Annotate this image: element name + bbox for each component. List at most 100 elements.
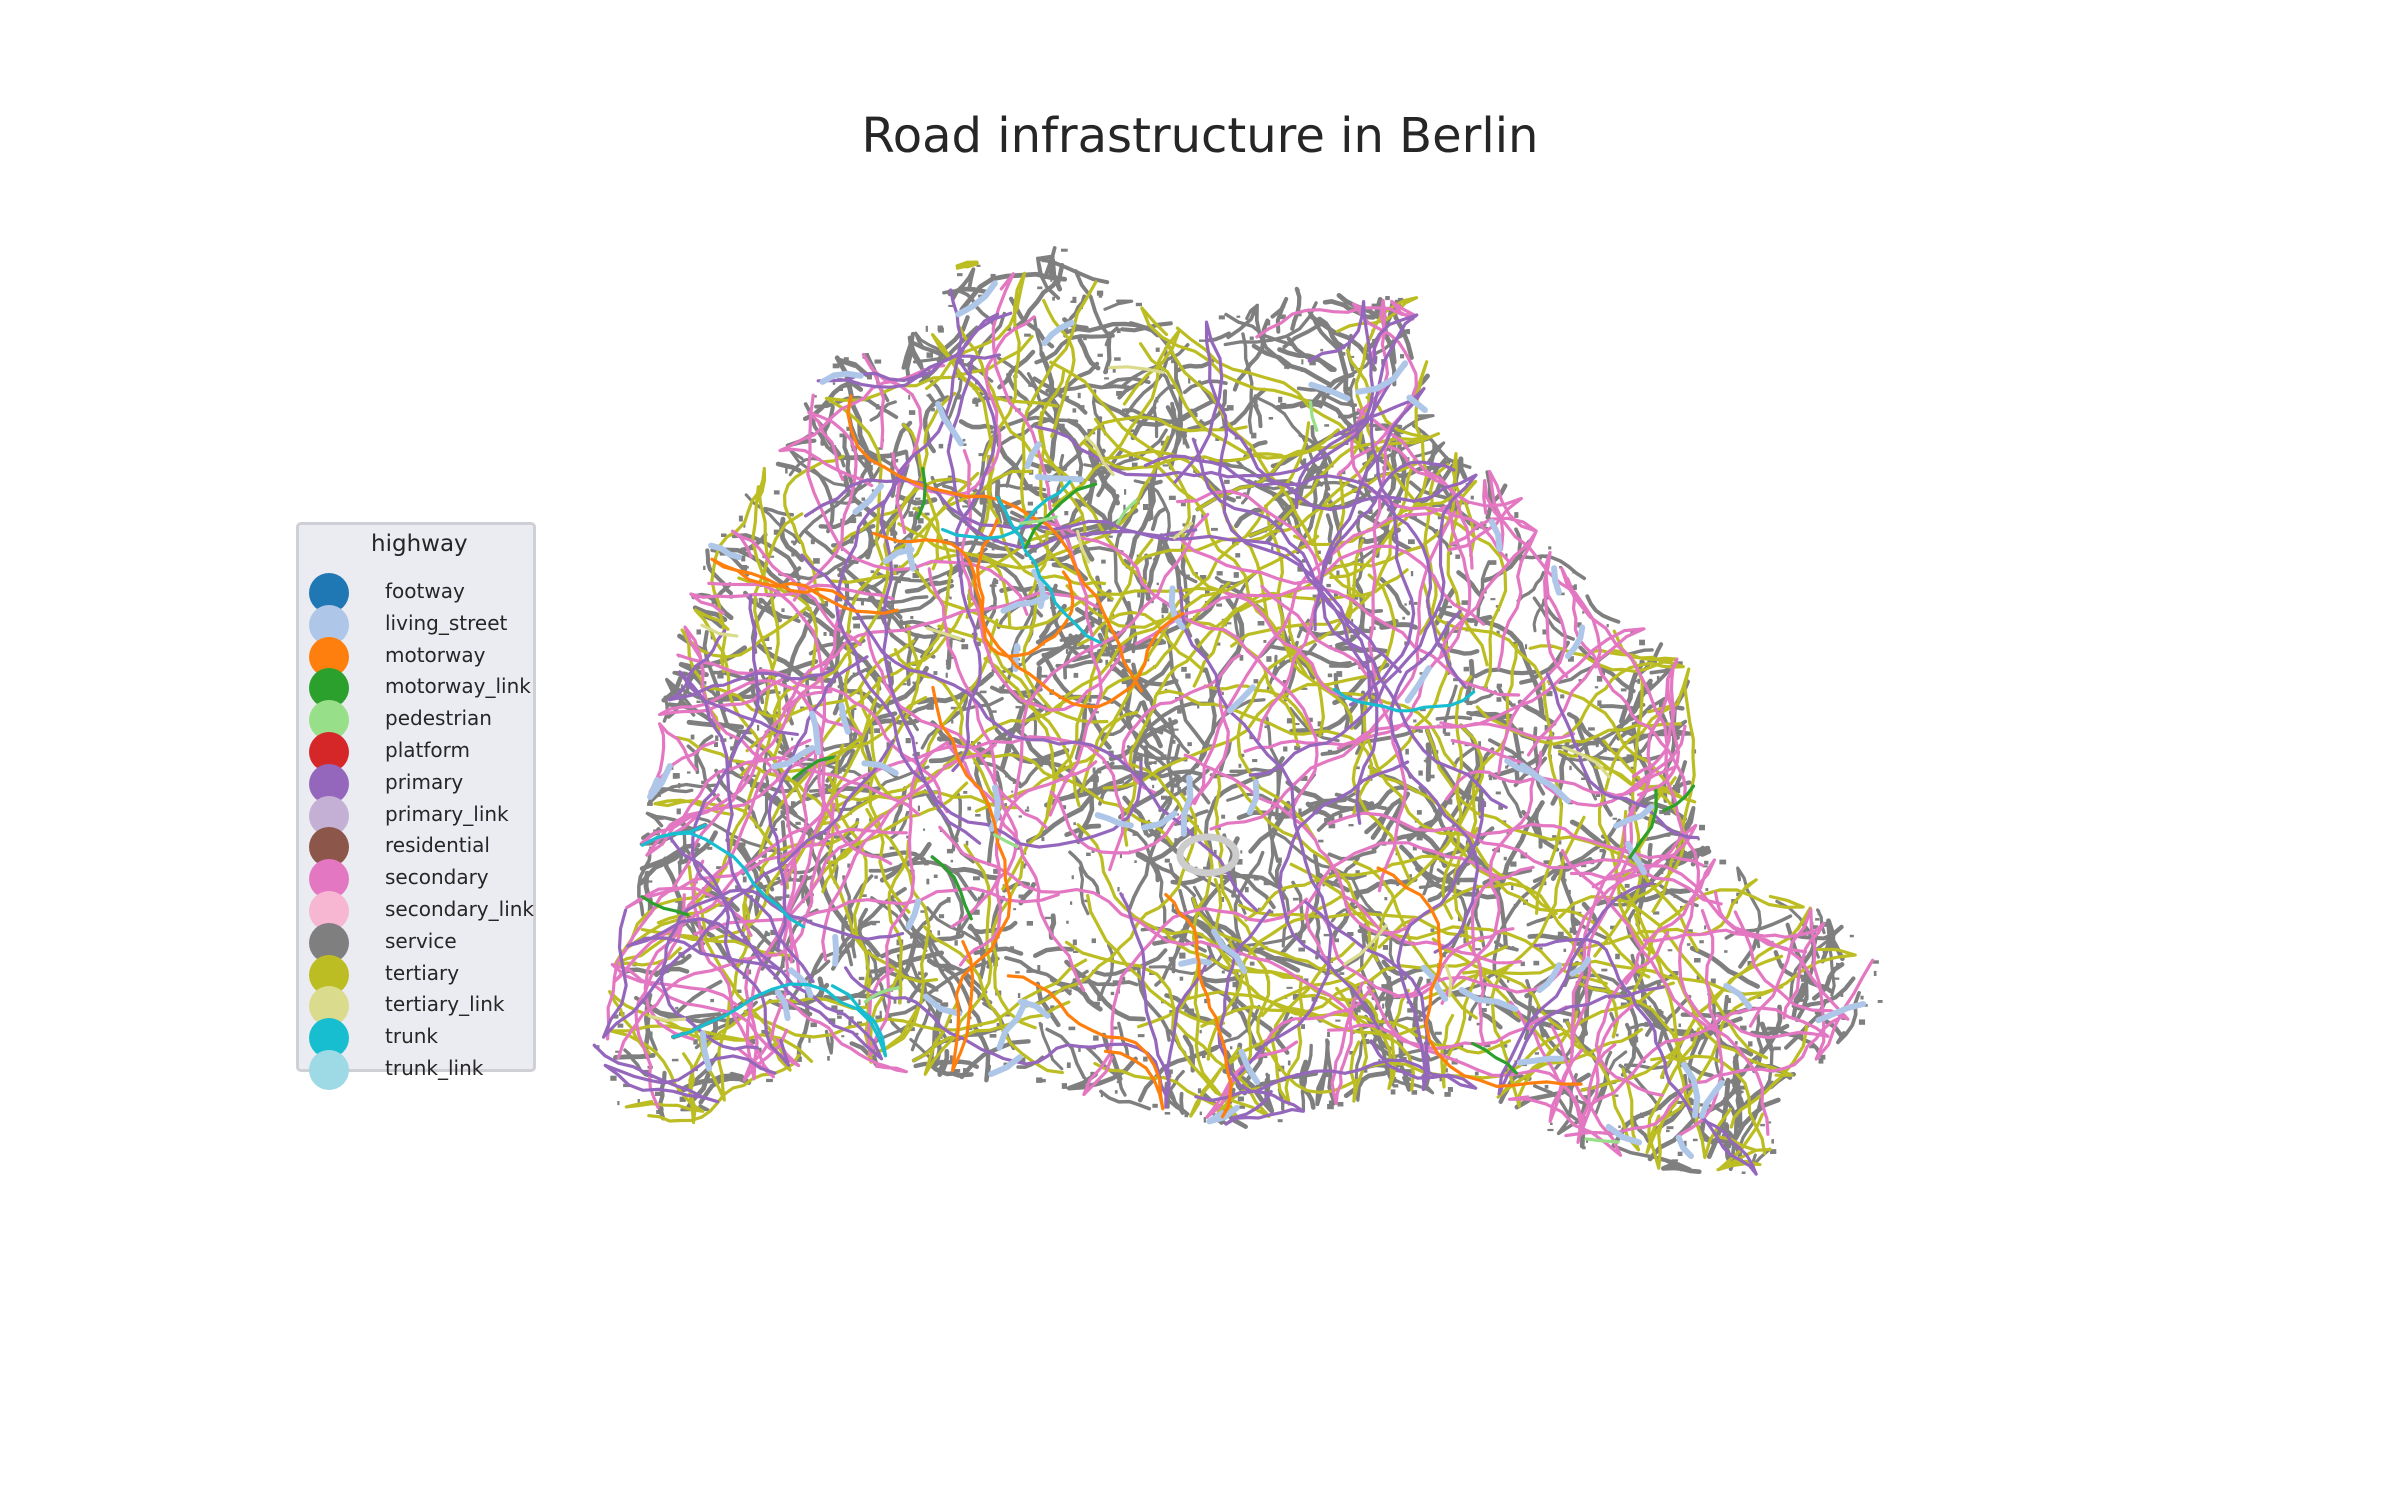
road-segment xyxy=(1165,342,1314,545)
road-segment xyxy=(1631,1115,1651,1143)
road-segment xyxy=(887,956,1000,1018)
road-fragment xyxy=(832,363,840,369)
road-fragment xyxy=(762,792,767,797)
road-fragment xyxy=(1361,537,1366,540)
road-fragment xyxy=(878,447,883,450)
road-segment xyxy=(1078,415,1248,448)
road-segment xyxy=(1585,594,1621,624)
road-fragment xyxy=(1162,602,1168,608)
road-segment xyxy=(1626,909,1645,970)
road-fragment xyxy=(1037,286,1043,290)
road-segment xyxy=(1244,854,1462,922)
road-segment xyxy=(947,866,1001,881)
road-fragment xyxy=(623,1083,630,1088)
road-fragment xyxy=(1433,529,1438,532)
road-fragment xyxy=(1145,517,1151,522)
road-fragment xyxy=(823,632,827,636)
road-segment xyxy=(842,434,856,492)
road-segment xyxy=(1497,550,1569,775)
road-fragment xyxy=(1003,522,1009,527)
road-segment xyxy=(1117,1021,1130,1059)
road-fragment xyxy=(1577,622,1582,628)
road-fragment xyxy=(693,674,698,678)
road-fragment xyxy=(1704,860,1709,865)
road-fragment xyxy=(757,1047,762,1053)
road-fragment xyxy=(1533,960,1540,966)
road-segment xyxy=(1034,473,1084,483)
road-fragment xyxy=(1447,1087,1453,1092)
road-segment xyxy=(1019,280,1098,576)
road-fragment xyxy=(843,357,849,363)
road-fragment xyxy=(1405,748,1409,755)
road-fragment xyxy=(1074,829,1078,834)
road-fragment xyxy=(1135,302,1142,307)
road-fragment xyxy=(1026,806,1029,809)
road-fragment xyxy=(853,623,860,629)
road-fragment xyxy=(1266,1074,1270,1079)
road-fragment xyxy=(874,875,878,879)
road-fragment xyxy=(658,1107,664,1111)
road-fragment xyxy=(946,897,951,903)
road-fragment xyxy=(1018,815,1022,818)
road-segment xyxy=(1270,296,1289,334)
road-segment xyxy=(1115,499,1138,525)
road-fragment xyxy=(808,1037,811,1043)
road-fragment xyxy=(1411,514,1417,519)
road-fragment xyxy=(951,719,954,724)
road-segment xyxy=(1828,936,1836,997)
road-segment xyxy=(1645,947,1857,1154)
road-segment xyxy=(1291,880,1305,942)
road-fragment xyxy=(1073,672,1079,678)
road-segment xyxy=(1560,566,1701,892)
road-fragment xyxy=(1349,1051,1354,1055)
road-segment xyxy=(994,431,1061,508)
road-segment xyxy=(996,495,1102,645)
road-fragment xyxy=(967,806,972,811)
road-segment xyxy=(1248,800,1291,854)
road-fragment xyxy=(1316,550,1321,554)
road-fragment xyxy=(1671,1159,1679,1162)
legend-item-residential: residential xyxy=(309,827,535,868)
road-fragment xyxy=(928,992,931,995)
road-fragment xyxy=(1323,933,1330,937)
road-fragment xyxy=(1215,642,1221,646)
road-segment xyxy=(1024,482,1098,550)
road-fragment xyxy=(1359,591,1362,594)
road-segment xyxy=(648,722,716,794)
road-segment xyxy=(846,394,1143,693)
road-fragment xyxy=(1137,1034,1145,1038)
road-fragment xyxy=(765,647,772,650)
road-segment xyxy=(1586,1006,1830,1108)
road-fragment xyxy=(634,968,637,972)
road-fragment xyxy=(878,505,883,508)
road-fragment xyxy=(1332,938,1339,943)
road-fragment xyxy=(810,417,816,422)
road-fragment xyxy=(743,523,746,528)
legend-label: secondary xyxy=(385,865,489,890)
road-segment xyxy=(671,982,888,1058)
road-fragment xyxy=(933,874,938,878)
road-fragment xyxy=(1372,338,1375,344)
road-segment xyxy=(601,739,895,1039)
legend-item-secondary-link: secondary_link xyxy=(309,891,535,931)
road-fragment xyxy=(1495,605,1500,608)
road-fragment xyxy=(1724,950,1728,953)
road-fragment xyxy=(1110,991,1115,996)
road-fragment xyxy=(846,426,850,431)
road-segment xyxy=(1482,479,1602,669)
road-fragment xyxy=(1418,729,1423,733)
road-fragment xyxy=(1567,656,1574,662)
road-fragment xyxy=(1183,433,1187,438)
road-fragment xyxy=(785,468,788,474)
road-segment xyxy=(783,454,845,605)
road-fragment xyxy=(1446,605,1452,609)
road-fragment xyxy=(837,567,841,571)
road-fragment xyxy=(1100,1091,1103,1098)
road-fragment xyxy=(1154,760,1157,765)
road-fragment xyxy=(1327,749,1332,753)
road-fragment xyxy=(917,518,924,524)
road-segment xyxy=(1584,1137,1620,1144)
road-segment xyxy=(868,860,978,902)
road-fragment xyxy=(1525,644,1528,650)
